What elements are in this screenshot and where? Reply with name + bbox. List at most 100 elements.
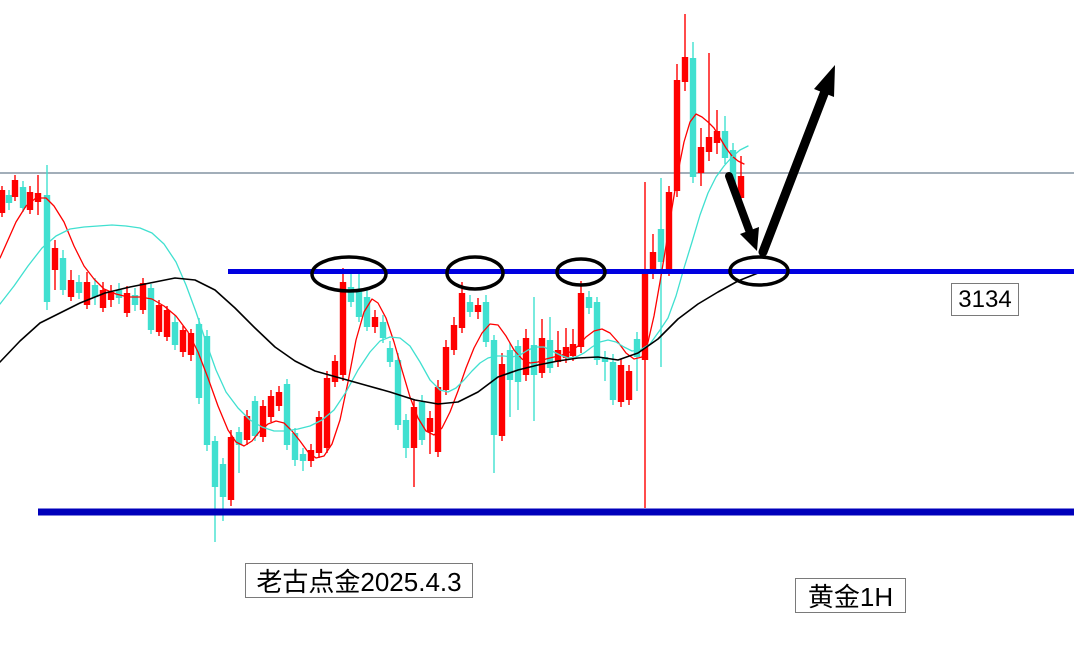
candle-body <box>402 420 410 448</box>
slow-ma <box>0 270 767 405</box>
candle-body <box>211 441 219 487</box>
candle-body <box>490 340 498 435</box>
candle-body <box>75 282 83 293</box>
candle-body <box>235 432 243 445</box>
candle-body <box>737 176 745 198</box>
candle-body <box>91 285 99 297</box>
candle-body <box>601 357 609 362</box>
candle-body <box>171 322 179 345</box>
candle-body <box>617 365 625 402</box>
candle-body <box>657 229 665 262</box>
highlight-ellipse <box>445 255 505 291</box>
candle-body <box>442 347 450 390</box>
candle-body <box>386 348 394 362</box>
candle-body <box>379 322 387 338</box>
candle-body <box>506 350 514 380</box>
candle-body <box>498 364 506 436</box>
candle-body <box>434 387 442 452</box>
candle-body <box>43 195 51 302</box>
candle-body <box>339 282 347 375</box>
candle-body <box>131 295 139 305</box>
projection-up-arrow-head <box>814 65 835 97</box>
candle-body <box>562 347 570 358</box>
mid-ma <box>0 145 749 432</box>
candle-body <box>275 392 283 406</box>
candle-body <box>641 270 649 360</box>
candle-body <box>355 290 363 317</box>
candle-body <box>585 297 593 308</box>
candle-body <box>59 258 67 290</box>
candle-body <box>99 290 107 308</box>
candle-body <box>538 338 546 373</box>
candle-body <box>291 433 299 460</box>
price-level-label: 3134 <box>951 283 1019 316</box>
candle-body <box>721 131 729 158</box>
candle-body <box>115 290 123 298</box>
candle-body <box>243 416 251 440</box>
candle-body <box>649 252 657 272</box>
fast-ma <box>0 113 745 459</box>
candle-body <box>187 333 195 355</box>
candle-body <box>299 454 307 461</box>
candle-body <box>307 450 315 461</box>
projection-up-arrow-shaft <box>758 81 832 257</box>
candle-body <box>522 338 530 375</box>
highlight-ellipse <box>310 255 388 293</box>
pullback-down-arrow-shaft <box>725 172 753 234</box>
candle-body <box>347 287 355 302</box>
candle-body <box>19 187 27 208</box>
candle-body <box>0 190 6 213</box>
candle-body <box>323 378 331 448</box>
candle-body <box>609 362 617 400</box>
candle-body <box>139 283 147 310</box>
candle-body <box>331 361 339 382</box>
candle-body <box>251 401 259 436</box>
candle-body <box>697 147 705 173</box>
candle-body <box>51 248 59 270</box>
candle-body <box>530 345 538 375</box>
candle-body <box>179 330 187 352</box>
candle-body <box>466 302 474 312</box>
candle-body <box>147 288 155 330</box>
candle-body <box>514 346 522 382</box>
candle-body <box>11 180 19 197</box>
candle-body <box>203 336 211 445</box>
candle-body <box>67 280 75 297</box>
candle-body <box>26 192 34 210</box>
candle-body <box>633 339 641 357</box>
candle-body <box>267 396 275 417</box>
highlight-ellipse <box>555 257 607 287</box>
candle-body <box>577 293 585 347</box>
candle-body <box>673 80 681 191</box>
candle-body <box>163 310 171 337</box>
candle-body <box>5 195 13 203</box>
candle-body <box>195 324 203 398</box>
candle-body <box>713 131 721 143</box>
candle-body <box>363 297 371 327</box>
candle-body <box>450 325 458 350</box>
candle-body <box>546 340 554 368</box>
candle-body <box>729 150 737 187</box>
symbol-timeframe-label: 黄金1H <box>795 578 906 613</box>
candle-body <box>474 305 482 312</box>
candle-body <box>482 302 490 342</box>
candle-body <box>371 317 379 327</box>
candle-body <box>219 464 227 497</box>
candle-body <box>283 384 291 445</box>
pullback-down-arrow-head <box>740 227 759 251</box>
candle-body <box>458 293 466 328</box>
candle-body <box>227 437 235 500</box>
candle-body <box>83 282 91 305</box>
candle-body <box>681 57 689 82</box>
candle-body <box>625 371 633 400</box>
candle-body <box>155 305 163 332</box>
highlight-ellipse <box>728 255 790 287</box>
candle-body <box>593 302 601 360</box>
candle-body <box>426 418 434 432</box>
candle-body <box>705 137 713 152</box>
candle-body <box>394 360 402 425</box>
candle-body <box>123 293 131 313</box>
candle-body <box>259 406 267 437</box>
